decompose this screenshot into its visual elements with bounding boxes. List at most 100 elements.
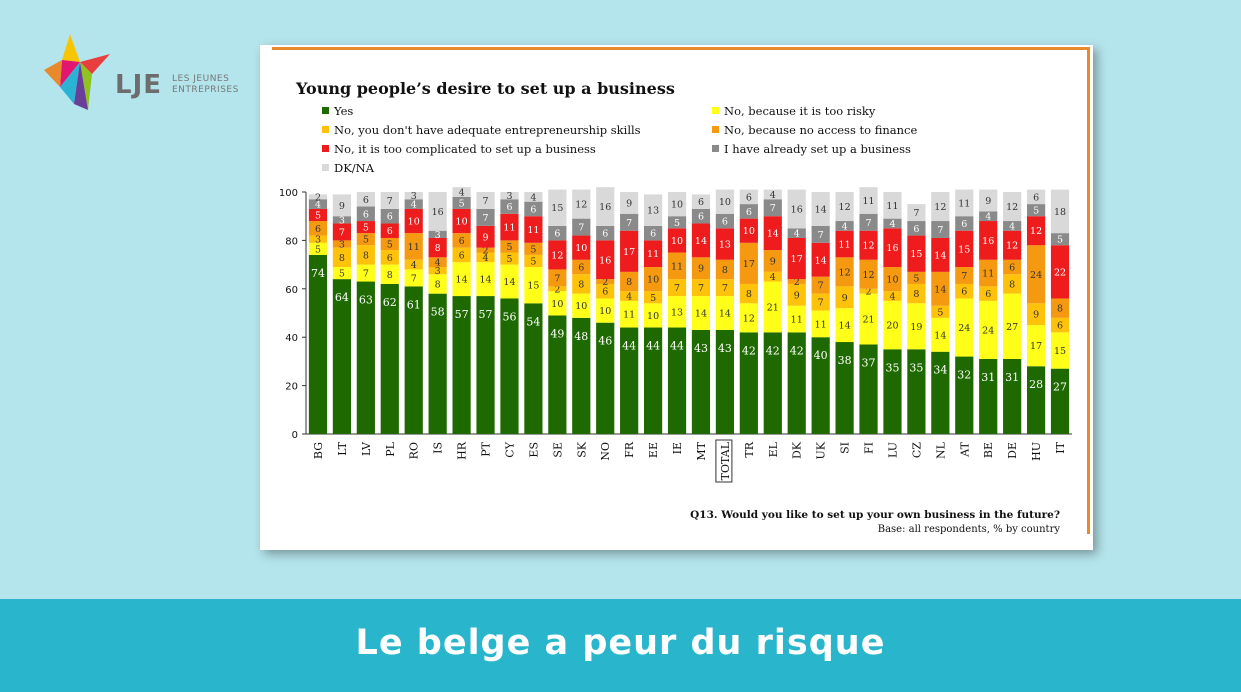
bar-risky-FR	[620, 300, 639, 328]
data-label-finance-SK: 6	[578, 263, 584, 274]
data-label-dkna-BE: 9	[985, 196, 991, 207]
data-label-yes-TR: 42	[742, 344, 756, 357]
data-label-finance-PL: 5	[387, 240, 393, 251]
data-label-finance-SI: 12	[839, 267, 851, 278]
bar-skills-LU	[883, 291, 902, 301]
data-label-risky-NL: 14	[934, 330, 946, 341]
bar-finance-IE	[667, 252, 687, 280]
data-label-dkna-AT: 11	[958, 198, 970, 209]
data-label-dkna-IE: 10	[671, 200, 683, 211]
data-label-skills-EE: 5	[650, 293, 656, 304]
data-label-yes-FI: 37	[862, 356, 876, 369]
data-label-finance-FI: 12	[862, 270, 874, 281]
y-tick-label: 40	[285, 333, 298, 344]
data-label-finance-LT: 3	[339, 240, 345, 251]
bar-skills-HR	[452, 247, 471, 263]
y-tick-label: 60	[285, 285, 298, 296]
data-label-skills-PT: 4	[483, 253, 489, 264]
bar-skills-HU	[1026, 303, 1046, 326]
data-label-yes-CY: 56	[502, 310, 516, 323]
bar-dkna-NL	[931, 192, 950, 222]
legend-swatch-already	[712, 145, 719, 152]
data-label-complicated-BE: 16	[982, 236, 994, 247]
data-label-yes-LU: 35	[885, 361, 899, 374]
bar-yes-LT	[332, 279, 352, 434]
data-label-skills-SI: 9	[842, 293, 848, 304]
bar-complicated-MT	[691, 223, 711, 258]
data-label-yes-HR: 57	[455, 308, 469, 321]
data-label-finance-FR: 8	[626, 277, 632, 288]
bar-complicated-LU	[883, 228, 902, 268]
bar-dkna-HU	[1026, 189, 1046, 205]
data-label-complicated-LU: 16	[886, 243, 898, 254]
bar-skills-PL	[380, 250, 399, 265]
bar-yes-HR	[452, 296, 471, 434]
data-label-already-FI: 7	[866, 218, 872, 229]
x-tick-label-CY: CY	[503, 441, 516, 457]
data-label-dkna-CZ: 7	[913, 208, 919, 219]
bar-already-FR	[620, 213, 639, 231]
data-label-already-SI: 4	[842, 221, 848, 232]
data-label-already-RO: 4	[411, 200, 417, 211]
bar-skills-FR	[620, 291, 639, 301]
data-label-skills-AT: 6	[961, 287, 967, 298]
bar-skills-BE	[979, 286, 998, 301]
bar-complicated-CY	[500, 213, 519, 241]
data-label-finance-ES: 5	[530, 244, 536, 255]
bar-dkna-SI	[835, 192, 854, 222]
bar-dkna-ES	[524, 192, 543, 202]
data-label-dkna-DK: 16	[791, 204, 803, 215]
bar-risky-IE	[667, 296, 687, 328]
bar-complicated-HR	[452, 208, 471, 234]
data-label-skills-LV: 8	[363, 250, 369, 261]
x-tick-label-DK: DK	[791, 441, 804, 459]
bar-dkna-IS	[428, 192, 447, 231]
data-label-finance-DE: 6	[1009, 263, 1015, 274]
bar-risky-DE	[1003, 293, 1022, 359]
data-label-already-SE: 6	[554, 229, 560, 240]
bar-skills-ES	[524, 254, 543, 268]
highlight-box-TOTAL	[715, 439, 733, 483]
data-label-risky-ES: 15	[527, 281, 539, 292]
bar-already-AT	[955, 216, 974, 231]
bar-yes-NO	[596, 322, 615, 434]
data-label-yes-DK: 42	[790, 344, 804, 357]
data-label-complicated-LV: 5	[363, 223, 369, 234]
data-label-complicated-TOTAL: 13	[719, 240, 731, 251]
chart-card: Young people’s desire to set up a busine…	[260, 45, 1093, 550]
data-label-risky-NO: 10	[599, 306, 611, 317]
data-label-yes-AT: 32	[957, 369, 971, 382]
data-label-already-BE: 4	[985, 212, 991, 223]
x-tick-label-DE: DE	[1006, 442, 1019, 459]
data-label-yes-CZ: 35	[909, 361, 923, 374]
data-label-already-TOTAL: 6	[722, 217, 728, 228]
data-label-risky-SK: 10	[575, 301, 587, 312]
data-label-yes-EE: 44	[646, 340, 660, 353]
x-tick-label-IS: IS	[432, 442, 445, 454]
bar-complicated-SE	[548, 240, 567, 270]
data-label-skills-IT: 6	[1057, 321, 1063, 332]
bar-finance-SK	[572, 259, 591, 275]
bar-finance-LV	[356, 233, 375, 246]
data-label-dkna-FI: 11	[862, 196, 874, 207]
bar-finance-IT	[1050, 298, 1070, 318]
x-tick-label-IT: IT	[1054, 441, 1067, 453]
data-label-risky-FI: 21	[862, 315, 874, 326]
bar-yes-CZ	[907, 349, 926, 434]
legend-swatch-yes	[322, 107, 329, 114]
bar-already-IS	[428, 230, 447, 238]
bar-dkna-NO	[596, 187, 615, 226]
data-label-risky-DE: 27	[1006, 322, 1018, 333]
bar-finance-IS	[428, 257, 447, 268]
logo-name: LJE	[115, 70, 163, 100]
data-label-finance-HU: 24	[1030, 270, 1042, 281]
legend-label-skills: No, you don't have adequate entrepreneur…	[334, 123, 641, 137]
bar-risky-NO	[596, 298, 615, 323]
data-label-risky-MT: 14	[695, 309, 707, 320]
data-label-dkna-FR: 9	[626, 198, 632, 209]
x-tick-label-UK: UK	[815, 441, 828, 459]
data-label-dkna-TR: 6	[746, 192, 752, 203]
data-label-yes-PL: 62	[383, 296, 397, 309]
data-label-dkna-PL: 7	[387, 196, 393, 207]
data-label-finance-IE: 11	[671, 261, 683, 272]
